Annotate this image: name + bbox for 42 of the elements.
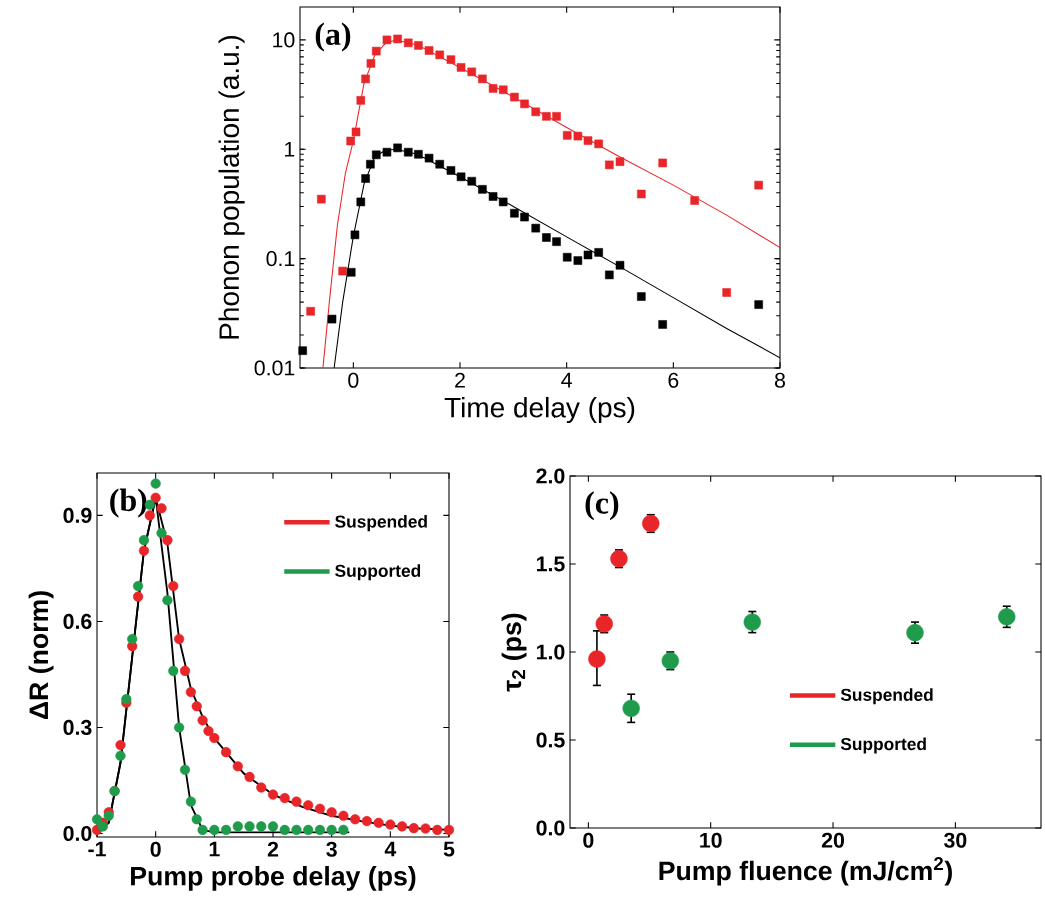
x-tick-label: 6: [668, 372, 679, 388]
x-tick-label: 20: [821, 832, 845, 848]
x-tick-label: 30: [943, 832, 967, 848]
y-axis-title: τ$_{2}$ (ps): [501, 613, 527, 692]
annotation: (a): [315, 22, 351, 52]
x-axis-title: Pump fluence (mJ/cm$^{2}$): [659, 856, 952, 886]
legend-label: Suspended: [335, 514, 427, 532]
y-tick-label: 0.0: [536, 820, 565, 836]
x-tick-label: 2: [455, 372, 465, 388]
x-tick-label: 5: [443, 841, 455, 857]
x-tick-label: 0: [583, 832, 594, 848]
y-tick-label: 0.9: [63, 507, 92, 523]
y-tick-label: 1.5: [536, 556, 565, 572]
y-tick-label: 0.01: [254, 360, 295, 376]
y-tick-label: 1.0: [536, 644, 565, 660]
x-tick-label: -1: [88, 841, 106, 857]
legend-label: Supported: [840, 737, 926, 754]
y-tick-label: 0.5: [536, 732, 565, 748]
annotation: (c): [585, 491, 619, 521]
x-tick-label: 4: [384, 841, 397, 857]
x-tick-label: 2: [267, 841, 279, 857]
y-tick-label: 2.0: [536, 468, 565, 484]
legend-label: Suspended: [840, 688, 933, 705]
x-axis-title: Time delay (ps): [444, 396, 635, 424]
y-tick-label: 0.3: [63, 719, 92, 735]
y-axis-title: ΔR (norm): [28, 591, 54, 720]
y-tick-label: 1: [285, 141, 295, 157]
x-tick-label: 1: [209, 841, 220, 857]
x-tick-label: 0: [348, 372, 359, 388]
y-tick-label: 0.1: [266, 251, 295, 267]
x-tick-label: 0: [150, 841, 161, 857]
y-tick-label: 10: [273, 32, 295, 48]
x-tick-label: 3: [326, 841, 337, 857]
y-tick-label: 0.6: [63, 613, 92, 629]
x-axis-title: Pump probe delay (ps): [131, 865, 416, 891]
annotation: (b): [110, 488, 147, 518]
x-tick-label: 4: [561, 372, 572, 388]
x-tick-label: 8: [774, 372, 785, 388]
x-tick-label: 10: [700, 832, 722, 848]
legend-label: Supported: [335, 564, 421, 581]
y-axis-title: Phonon population (a.u.): [218, 35, 245, 339]
y-tick-label: 0.0: [63, 825, 92, 841]
